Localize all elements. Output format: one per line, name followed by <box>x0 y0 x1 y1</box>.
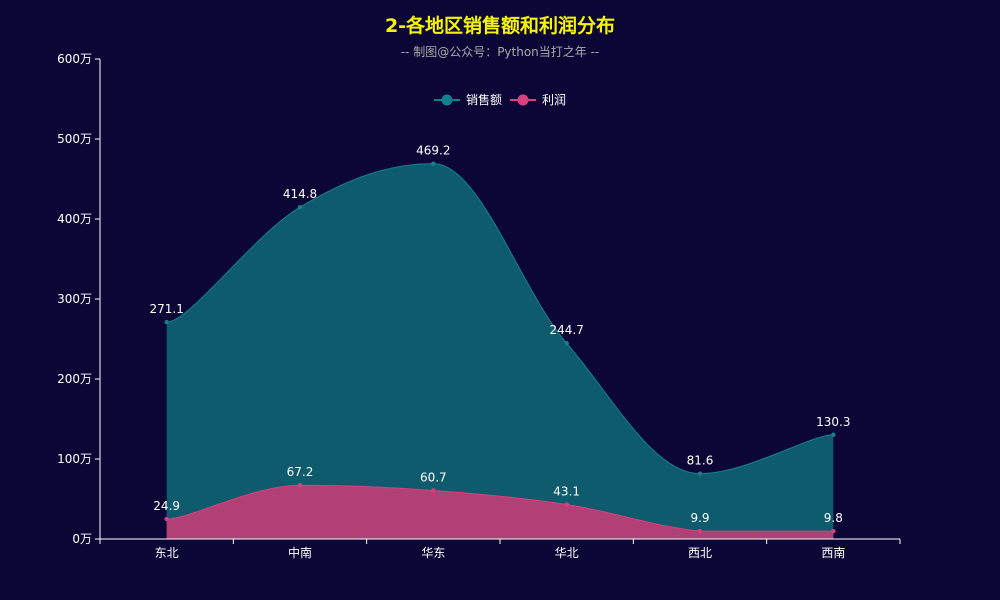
line-series-0 <box>166 163 834 475</box>
y-tick-label: 400万 <box>57 212 92 226</box>
data-point-series-0 <box>164 319 169 325</box>
data-label-series-0: 244.7 <box>549 323 583 337</box>
y-tick-label: 100万 <box>57 452 92 466</box>
y-tick-label: 500万 <box>57 132 92 146</box>
area-fill-series-0 <box>166 163 834 539</box>
legend-label-series-0: 销售额 <box>466 92 502 107</box>
x-tick-label: 西南 <box>821 545 845 560</box>
x-tick-label: 华北 <box>555 546 579 560</box>
legend-item-series-0[interactable]: 销售额 <box>434 92 502 107</box>
chart-title: 2-各地区销售额和利润分布 <box>385 14 615 37</box>
x-tick-label: 华东 <box>421 546 445 560</box>
data-point-series-1 <box>564 502 569 507</box>
data-label-series-0: 130.3 <box>816 415 850 429</box>
y-tick-label: 0万 <box>72 532 92 546</box>
legend-marker-icon <box>441 94 453 106</box>
data-label-series-1: 9.9 <box>690 511 709 525</box>
data-point-series-0 <box>831 432 836 437</box>
data-point-series-1 <box>431 488 436 493</box>
chart-subtitle: -- 制图@公众号：Python当打之年 -- <box>401 45 600 59</box>
data-label-series-1: 9.8 <box>824 511 843 525</box>
x-tick-label: 西北 <box>688 546 712 560</box>
legend-item-series-1[interactable]: 利润 <box>510 93 566 107</box>
data-label-series-1: 24.9 <box>153 499 180 513</box>
data-label-series-0: 469.2 <box>416 144 450 158</box>
y-tick-label: 600万 <box>57 52 92 66</box>
y-tick-label: 200万 <box>57 372 92 386</box>
data-point-series-1 <box>831 528 836 534</box>
data-label-series-0: 81.6 <box>687 454 714 468</box>
legend-label-series-1: 利润 <box>542 93 566 107</box>
area-layer <box>166 163 834 539</box>
data-point-series-0 <box>564 341 569 346</box>
data-point-series-0 <box>697 471 703 476</box>
area-fill-series-1 <box>166 485 834 539</box>
x-tick-label: 中南 <box>288 545 312 560</box>
data-point-series-0 <box>431 161 436 166</box>
marker-layer <box>164 161 836 534</box>
legend[interactable]: 销售额 利润 <box>434 92 566 107</box>
data-point-series-0 <box>297 204 303 210</box>
data-point-series-1 <box>164 516 169 522</box>
data-point-series-1 <box>297 483 303 488</box>
data-point-series-1 <box>697 528 703 534</box>
data-label-series-1: 43.1 <box>553 485 580 499</box>
x-tick-label: 东北 <box>155 546 179 560</box>
data-label-series-1: 60.7 <box>420 470 447 484</box>
legend-marker-icon <box>517 94 529 106</box>
line-series-1 <box>166 484 834 532</box>
y-tick-label: 300万 <box>57 292 92 306</box>
data-label-series-0: 414.8 <box>283 187 317 201</box>
data-label-series-0: 271.1 <box>149 302 183 316</box>
data-label-series-1: 67.2 <box>287 465 314 479</box>
label-layer: 271.1 414.8 469.2 244.7 81.6 130.3 24.9 67.2 60.… <box>149 144 850 526</box>
